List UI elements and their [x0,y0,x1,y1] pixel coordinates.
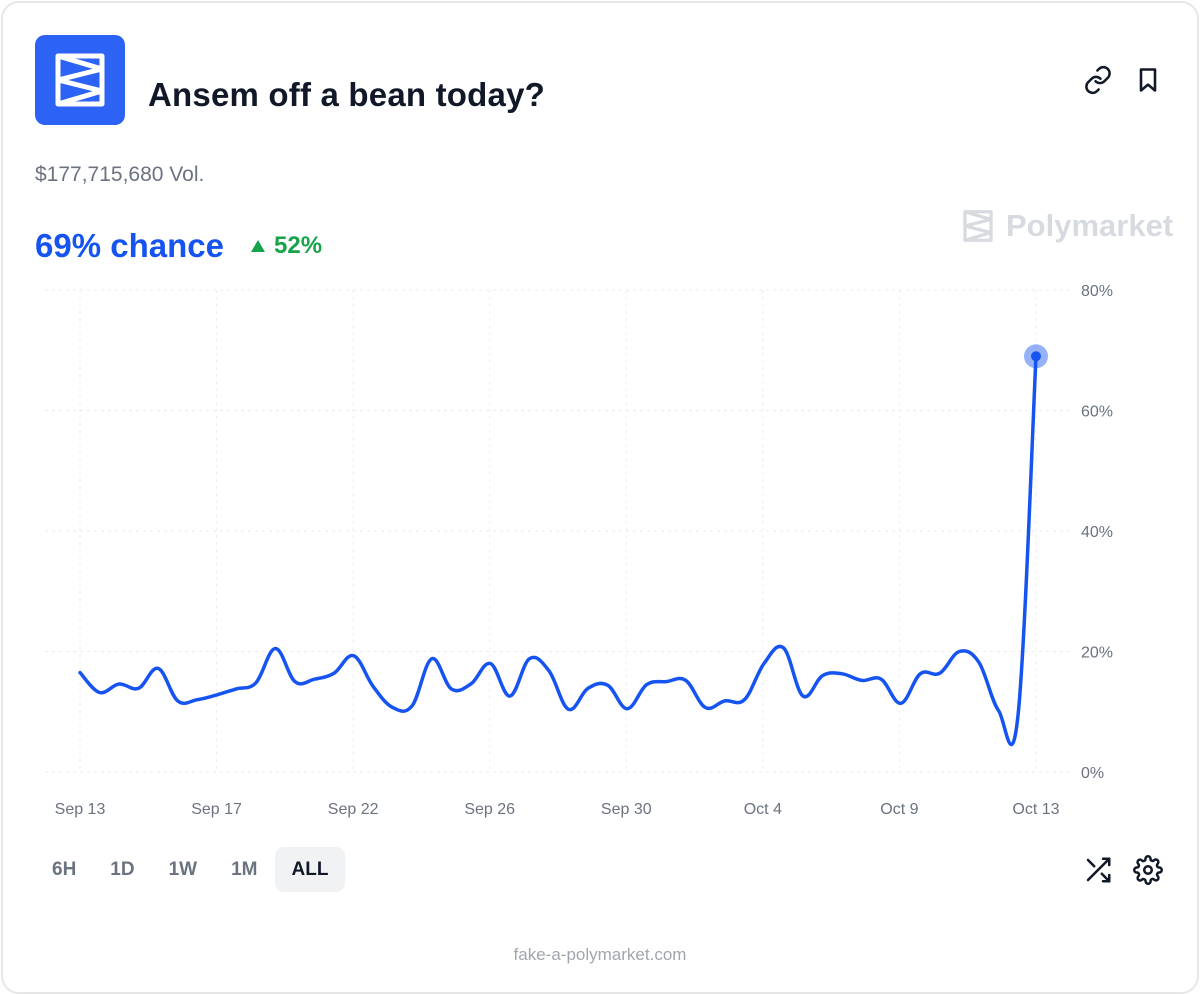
bookmark-icon [1139,68,1157,92]
x-tick-label: Sep 30 [601,801,652,818]
chart-grid [45,289,1070,773]
market-logo [35,35,125,125]
change-value: 52% [274,232,323,259]
shuffle-button[interactable] [1078,850,1118,890]
market-title: Ansem off a bean today? [148,76,545,113]
bookmark-button[interactable] [1128,60,1168,100]
footer-domain: fake-a-polymarket.com [513,945,687,964]
y-tick-label: 40% [1081,524,1113,541]
link-icon [1085,65,1111,95]
x-tick-label: Sep 26 [464,801,515,818]
x-tick-label: Sep 17 [191,801,242,818]
polymarket-logo-icon [963,210,993,242]
shuffle-icon [1086,857,1111,883]
volume-label: $177,715,680 Vol. [35,163,205,186]
series-line [78,354,1038,747]
price-chart: 0%20%40%60%80% Sep 13 Sep 17 Sep 22 Sep 26 S… [45,283,1113,818]
x-tick-label: Sep 22 [328,801,379,818]
x-tick-label: Sep 13 [55,801,106,818]
polymarket-logo-icon [55,53,105,107]
x-tick-label: Oct 13 [1012,801,1059,818]
settings-button[interactable] [1128,850,1168,890]
y-axis: 0% 20% 40% 60% 80% [1081,283,1113,782]
x-axis: Sep 13 Sep 17 Sep 22 Sep 26 Sep 30 Oct 4 Oct 9… [55,801,1060,818]
x-tick-label: Oct 4 [744,801,782,818]
y-tick-label: 0% [1081,765,1104,782]
time-range-selector: 6H 1D 1W 1M ALL [35,847,346,892]
chance-value: 69% chance [35,227,224,264]
y-tick-label: 20% [1081,645,1113,662]
last-point [1031,351,1041,362]
copy-link-button[interactable] [1078,60,1118,100]
gear-icon [1133,855,1163,885]
brand-watermark: Polymarket [962,208,1173,244]
range-button-1w[interactable]: 1W [168,858,198,880]
range-button-1d[interactable]: 1D [110,858,135,880]
y-tick-label: 60% [1081,404,1113,421]
x-tick-label: Oct 9 [880,801,918,818]
y-tick-label: 80% [1081,283,1113,300]
range-button-6h[interactable]: 6H [52,858,77,880]
change-badge: 52% [250,232,322,260]
brand-name: Polymarket [1006,208,1174,243]
range-button-all[interactable]: ALL [274,847,346,892]
triangle-up-icon [251,240,265,252]
range-button-1m[interactable]: 1M [231,858,258,880]
